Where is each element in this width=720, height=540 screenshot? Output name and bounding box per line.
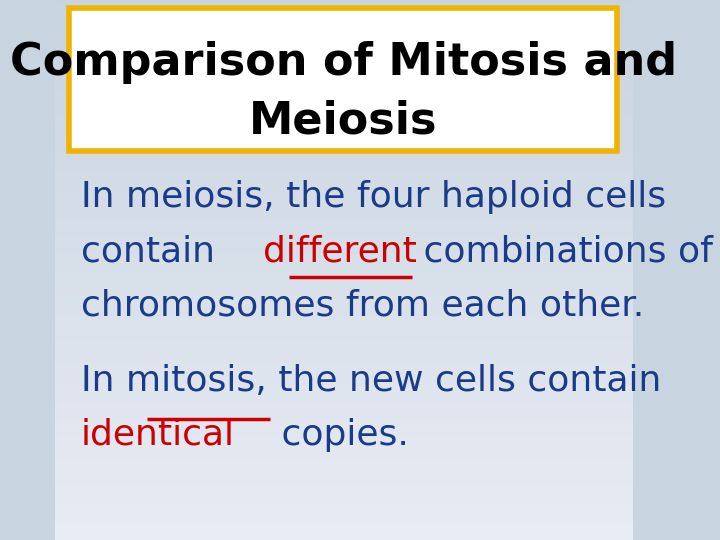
FancyBboxPatch shape	[69, 8, 617, 151]
Text: Comparison of Mitosis and: Comparison of Mitosis and	[9, 40, 677, 84]
Text: copies.: copies.	[270, 418, 409, 451]
Text: identical: identical	[81, 418, 235, 451]
Text: contain: contain	[81, 234, 226, 268]
Text: In mitosis, the new cells contain: In mitosis, the new cells contain	[81, 364, 661, 397]
Text: different: different	[264, 234, 418, 268]
Text: In meiosis, the four haploid cells: In meiosis, the four haploid cells	[81, 180, 666, 214]
Text: combinations of: combinations of	[412, 234, 713, 268]
Text: Meiosis: Meiosis	[249, 100, 437, 143]
Text: chromosomes from each other.: chromosomes from each other.	[81, 288, 644, 322]
